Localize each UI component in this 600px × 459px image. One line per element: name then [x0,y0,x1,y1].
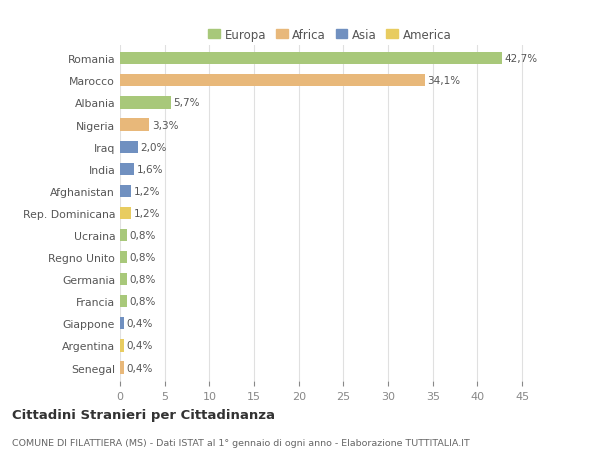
Text: 0,4%: 0,4% [126,319,152,329]
Legend: Europa, Africa, Asia, America: Europa, Africa, Asia, America [205,25,455,45]
Bar [120,141,138,153]
Text: 0,4%: 0,4% [126,341,152,351]
Bar [120,119,149,131]
Bar [120,75,425,87]
Text: 5,7%: 5,7% [173,98,200,108]
Bar [120,340,124,352]
Text: 0,8%: 0,8% [130,297,156,307]
Bar [120,163,134,175]
Bar [120,207,131,219]
Bar [120,274,127,285]
Text: 1,2%: 1,2% [133,186,160,196]
Text: 42,7%: 42,7% [504,54,538,64]
Bar [120,185,131,197]
Text: 0,8%: 0,8% [130,252,156,263]
Bar [120,230,127,241]
Text: Cittadini Stranieri per Cittadinanza: Cittadini Stranieri per Cittadinanza [12,408,275,421]
Text: 1,6%: 1,6% [137,164,163,174]
Text: COMUNE DI FILATTIERA (MS) - Dati ISTAT al 1° gennaio di ogni anno - Elaborazione: COMUNE DI FILATTIERA (MS) - Dati ISTAT a… [12,438,470,447]
Text: 3,3%: 3,3% [152,120,179,130]
Bar [120,296,127,308]
Text: 2,0%: 2,0% [140,142,167,152]
Bar [120,252,127,263]
Text: 0,8%: 0,8% [130,274,156,285]
Bar [120,362,124,374]
Bar [120,53,502,65]
Text: 0,8%: 0,8% [130,230,156,241]
Text: 1,2%: 1,2% [133,208,160,218]
Bar [120,318,124,330]
Text: 34,1%: 34,1% [427,76,461,86]
Bar [120,97,171,109]
Text: 0,4%: 0,4% [126,363,152,373]
